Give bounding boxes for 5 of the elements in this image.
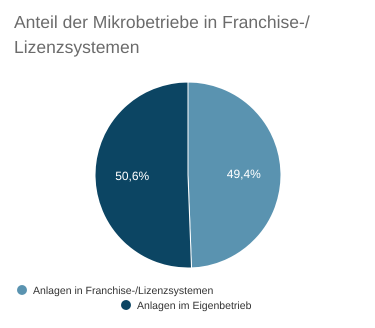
data-label: 49,4%: [226, 166, 262, 181]
legend-label: Anlagen in Franchise-/Lizenzsystemen: [33, 285, 214, 297]
data-label: 50,6%: [115, 169, 150, 184]
legend-label: Anlagen im Eigenbetrieb: [137, 300, 252, 312]
chart-title: Anteil der Mikrobetriebe in Franchise-/Lizenzsystemen: [14, 12, 310, 57]
